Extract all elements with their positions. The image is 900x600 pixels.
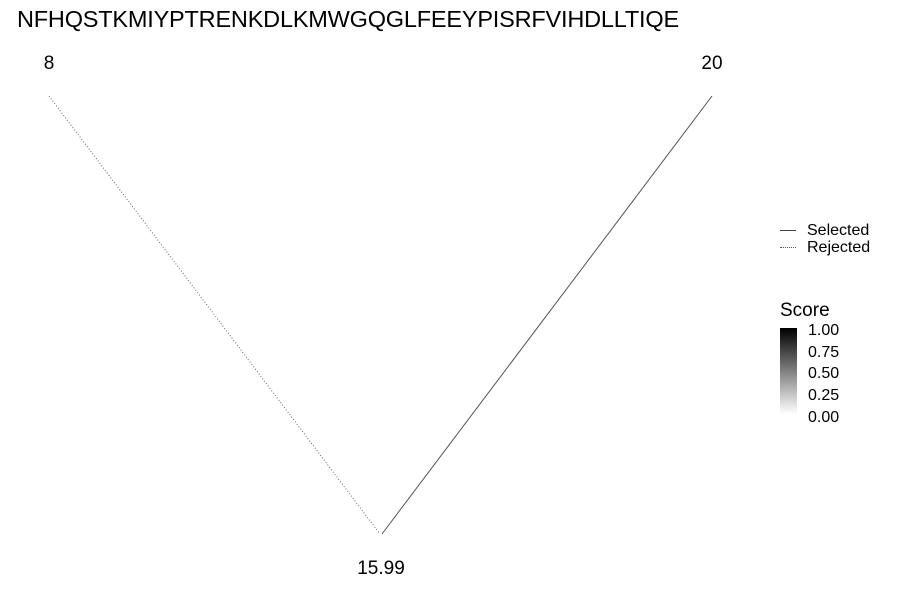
line-type-legend: Selected Rejected <box>780 222 870 256</box>
solid-line-key <box>780 230 796 231</box>
sequence-title: NFHQSTKMIYPTRENKDLKMWGQGLFEEYPISRFVIHDLL… <box>17 6 679 32</box>
selected-edge <box>381 95 713 535</box>
rejected-edge <box>48 95 381 535</box>
legend-label-selected: Selected <box>807 221 870 239</box>
score-legend: Score 1.00 0.75 0.50 0.25 0.00 <box>780 300 839 429</box>
node-label-left: 8 <box>43 53 55 74</box>
score-tick-label: 1.00 <box>808 322 840 339</box>
legend-item-rejected: Rejected <box>780 239 870 256</box>
legend-label-rejected: Rejected <box>807 238 871 256</box>
node-label-bottom: 15.99 <box>357 558 405 579</box>
node-label-right: 20 <box>701 53 723 74</box>
score-color-bar <box>780 328 797 414</box>
score-tick-label: 0.50 <box>808 365 840 383</box>
score-tick-labels: 1.00 0.75 0.50 0.25 0.00 <box>808 320 839 429</box>
score-legend-title: Score <box>780 300 830 321</box>
score-tick-label: 0.25 <box>808 387 840 405</box>
score-tick-label: 0.00 <box>808 408 840 426</box>
score-tick-label: 0.75 <box>808 343 840 361</box>
legend-item-selected: Selected <box>780 222 870 239</box>
dotted-line-key <box>780 247 796 248</box>
